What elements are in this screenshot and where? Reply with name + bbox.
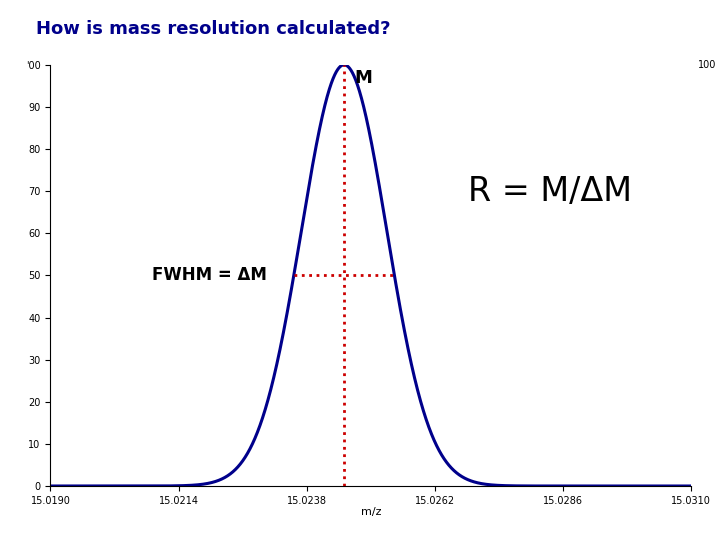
- Text: R = M/ΔM: R = M/ΔM: [468, 174, 632, 208]
- Text: M: M: [355, 69, 373, 87]
- X-axis label: m/z: m/z: [361, 507, 381, 517]
- Text: How is mass resolution calculated?: How is mass resolution calculated?: [36, 20, 390, 38]
- Text: 100: 100: [698, 60, 716, 70]
- Text: FWHM = ΔM: FWHM = ΔM: [152, 266, 267, 285]
